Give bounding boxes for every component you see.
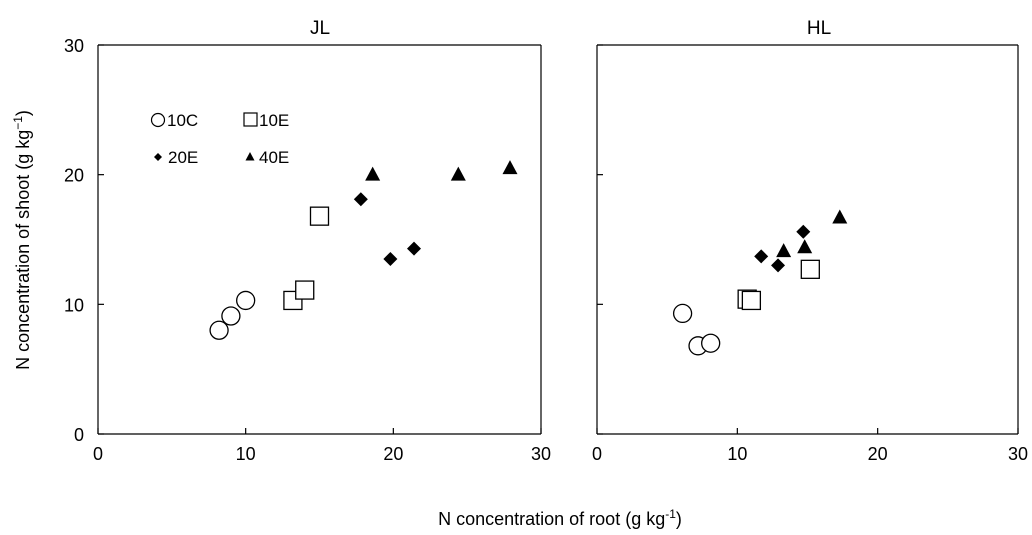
legend-label-40e: 40E (259, 148, 289, 167)
point-40e (797, 239, 813, 254)
x-tick-label: 30 (531, 444, 551, 464)
point-10e (741, 290, 762, 311)
point-10c (236, 290, 256, 311)
y-tick-label: 0 (74, 425, 84, 445)
x-tick-label: 0 (93, 444, 103, 464)
y-tick-label: 30 (64, 36, 84, 56)
y-axis-label: N concentration of shoot (g kg−1) (11, 110, 33, 370)
panel-title: JL (310, 18, 330, 39)
point-40e (776, 243, 792, 258)
legend-label-20e: 20E (168, 148, 198, 167)
panel-hl: HL 0 10 20 30 (592, 18, 1028, 464)
point-40e (365, 166, 381, 181)
legend-marker-10c (150, 112, 166, 128)
legend-marker-40e (245, 152, 255, 161)
x-tick-label: 20 (868, 444, 888, 464)
point-20e (353, 192, 368, 207)
point-40e (450, 166, 466, 181)
point-20e (771, 258, 786, 273)
point-40e (832, 209, 848, 224)
panel-jl: JL 0 10 20 30 0 10 20 30 10C 10E 20E 40E (64, 18, 551, 464)
point-10c (209, 320, 229, 340)
x-tick-label: 10 (236, 444, 256, 464)
point-20e (754, 249, 769, 264)
legend-marker-10e (243, 112, 258, 127)
y-tick-label: 10 (64, 295, 84, 315)
x-tick-label: 10 (727, 444, 747, 464)
legend: 10C 10E 20E 40E (150, 111, 289, 167)
point-40e (502, 160, 518, 175)
x-axis-label: N concentration of root (g kg-1) (438, 507, 682, 529)
legend-label-10e: 10E (259, 111, 289, 130)
point-10e (309, 206, 330, 226)
point-10e (800, 259, 820, 279)
legend-marker-20e (154, 153, 162, 161)
point-10c (672, 303, 693, 324)
point-20e (407, 241, 422, 256)
x-tick-label: 0 (592, 444, 602, 464)
x-tick-label: 30 (1008, 444, 1028, 464)
panel-title: HL (807, 18, 831, 39)
point-10c (701, 333, 721, 353)
point-20e (796, 224, 811, 239)
y-tick-label: 20 (64, 166, 84, 186)
point-10e (295, 280, 315, 300)
point-10c (221, 306, 241, 326)
legend-label-10c: 10C (167, 111, 198, 130)
x-tick-label: 20 (383, 444, 403, 464)
point-20e (383, 251, 398, 266)
